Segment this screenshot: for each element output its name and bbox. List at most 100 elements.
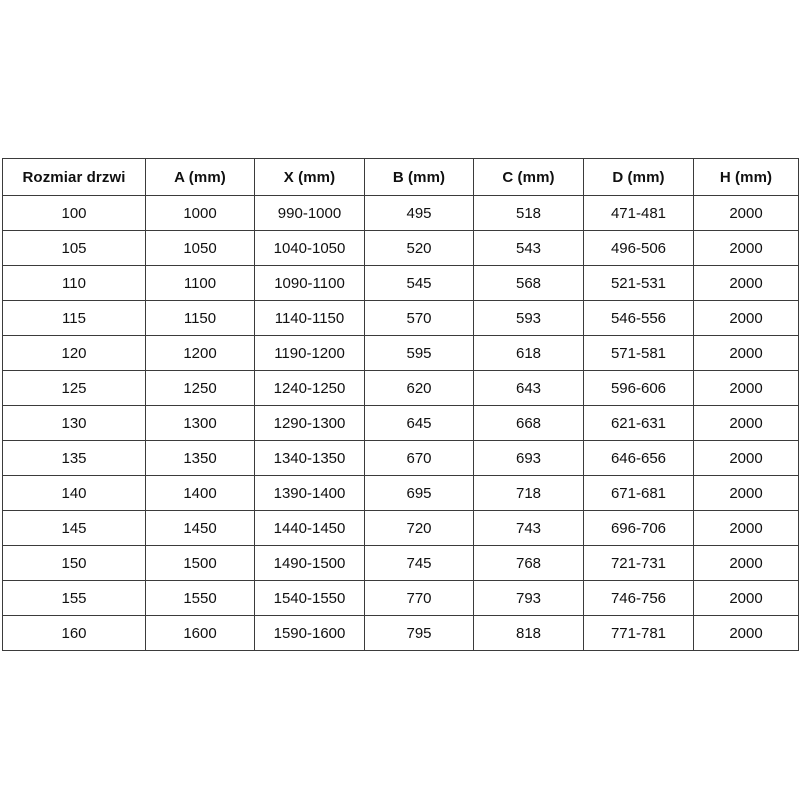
- table-body: 100 1000 990-1000 495 518 471-481 2000 105 1050 1…: [2, 195, 799, 651]
- cell-value: 1290-1300: [254, 405, 365, 441]
- cell-value: 670: [364, 440, 474, 476]
- shower-door-dimensions-table: Rozmiar drzwi A (mm) X (mm) B (mm) C (mm) D (…: [2, 158, 799, 651]
- cell-value: 745: [364, 545, 474, 581]
- cell-value: 2000: [693, 230, 799, 266]
- cell-value: 696-706: [583, 510, 694, 546]
- cell-value: 818: [473, 615, 584, 651]
- cell-value: 1000: [145, 195, 255, 231]
- cell-value: 2000: [693, 580, 799, 616]
- cell-value: 1200: [145, 335, 255, 371]
- table-row: 140 1400 1390-1400 695 718 671-681 2000: [2, 475, 799, 511]
- cell-value: 1040-1050: [254, 230, 365, 266]
- cell-value: 671-681: [583, 475, 694, 511]
- cell-door-size: 115: [2, 300, 146, 336]
- cell-value: 743: [473, 510, 584, 546]
- table-row: 100 1000 990-1000 495 518 471-481 2000: [2, 195, 799, 231]
- table-row: 105 1050 1040-1050 520 543 496-506 2000: [2, 230, 799, 266]
- cell-value: 1090-1100: [254, 265, 365, 301]
- cell-value: 793: [473, 580, 584, 616]
- cell-value: 1050: [145, 230, 255, 266]
- cell-value: 593: [473, 300, 584, 336]
- cell-value: 695: [364, 475, 474, 511]
- table-header-row: Rozmiar drzwi A (mm) X (mm) B (mm) C (mm) D (…: [2, 158, 799, 196]
- cell-door-size: 160: [2, 615, 146, 651]
- table-row: 130 1300 1290-1300 645 668 621-631 2000: [2, 405, 799, 441]
- cell-value: 521-531: [583, 265, 694, 301]
- cell-value: 668: [473, 405, 584, 441]
- cell-value: 1190-1200: [254, 335, 365, 371]
- cell-value: 495: [364, 195, 474, 231]
- cell-value: 471-481: [583, 195, 694, 231]
- cell-value: 693: [473, 440, 584, 476]
- cell-value: 718: [473, 475, 584, 511]
- cell-value: 990-1000: [254, 195, 365, 231]
- cell-value: 768: [473, 545, 584, 581]
- cell-value: 2000: [693, 405, 799, 441]
- column-header-2: X (mm): [254, 158, 365, 196]
- cell-door-size: 105: [2, 230, 146, 266]
- cell-door-size: 140: [2, 475, 146, 511]
- cell-value: 595: [364, 335, 474, 371]
- cell-value: 1440-1450: [254, 510, 365, 546]
- cell-value: 1340-1350: [254, 440, 365, 476]
- cell-value: 795: [364, 615, 474, 651]
- cell-value: 646-656: [583, 440, 694, 476]
- cell-value: 596-606: [583, 370, 694, 406]
- table-header: Rozmiar drzwi A (mm) X (mm) B (mm) C (mm) D (…: [2, 158, 799, 196]
- cell-value: 1490-1500: [254, 545, 365, 581]
- table-row: 145 1450 1440-1450 720 743 696-706 2000: [2, 510, 799, 546]
- cell-value: 770: [364, 580, 474, 616]
- table-row: 125 1250 1240-1250 620 643 596-606 2000: [2, 370, 799, 406]
- cell-value: 1550: [145, 580, 255, 616]
- table-row: 160 1600 1590-1600 795 818 771-781 2000: [2, 615, 799, 651]
- cell-value: 1300: [145, 405, 255, 441]
- cell-door-size: 150: [2, 545, 146, 581]
- table-row: 155 1550 1540-1550 770 793 746-756 2000: [2, 580, 799, 616]
- cell-value: 545: [364, 265, 474, 301]
- cell-door-size: 130: [2, 405, 146, 441]
- cell-value: 620: [364, 370, 474, 406]
- cell-value: 621-631: [583, 405, 694, 441]
- cell-value: 496-506: [583, 230, 694, 266]
- cell-door-size: 100: [2, 195, 146, 231]
- cell-value: 2000: [693, 195, 799, 231]
- table-row: 150 1500 1490-1500 745 768 721-731 2000: [2, 545, 799, 581]
- cell-value: 1400: [145, 475, 255, 511]
- column-header-6: H (mm): [693, 158, 799, 196]
- cell-door-size: 110: [2, 265, 146, 301]
- cell-value: 2000: [693, 265, 799, 301]
- cell-value: 2000: [693, 510, 799, 546]
- column-header-3: B (mm): [364, 158, 474, 196]
- cell-value: 2000: [693, 300, 799, 336]
- cell-value: 1150: [145, 300, 255, 336]
- cell-value: 1540-1550: [254, 580, 365, 616]
- cell-value: 1250: [145, 370, 255, 406]
- cell-value: 1350: [145, 440, 255, 476]
- cell-door-size: 145: [2, 510, 146, 546]
- cell-value: 570: [364, 300, 474, 336]
- cell-door-size: 135: [2, 440, 146, 476]
- cell-value: 720: [364, 510, 474, 546]
- cell-value: 618: [473, 335, 584, 371]
- dimensions-table-container: Rozmiar drzwi A (mm) X (mm) B (mm) C (mm) D (…: [2, 158, 799, 651]
- cell-value: 746-756: [583, 580, 694, 616]
- cell-value: 518: [473, 195, 584, 231]
- cell-value: 1140-1150: [254, 300, 365, 336]
- cell-value: 520: [364, 230, 474, 266]
- cell-value: 546-556: [583, 300, 694, 336]
- cell-value: 2000: [693, 335, 799, 371]
- cell-value: 568: [473, 265, 584, 301]
- cell-value: 721-731: [583, 545, 694, 581]
- column-header-1: A (mm): [145, 158, 255, 196]
- table-row: 110 1100 1090-1100 545 568 521-531 2000: [2, 265, 799, 301]
- cell-value: 2000: [693, 475, 799, 511]
- column-header-0: Rozmiar drzwi: [2, 158, 146, 196]
- cell-value: 643: [473, 370, 584, 406]
- cell-door-size: 120: [2, 335, 146, 371]
- cell-value: 645: [364, 405, 474, 441]
- table-row: 135 1350 1340-1350 670 693 646-656 2000: [2, 440, 799, 476]
- cell-value: 543: [473, 230, 584, 266]
- cell-value: 1450: [145, 510, 255, 546]
- cell-value: 571-581: [583, 335, 694, 371]
